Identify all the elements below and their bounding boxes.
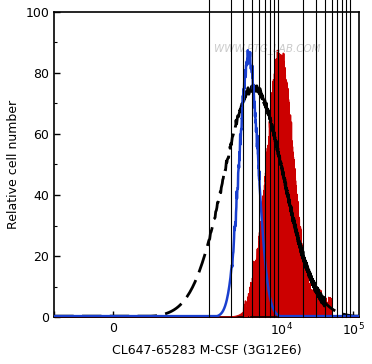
Y-axis label: Relative cell number: Relative cell number [7, 100, 20, 229]
Text: WWW.PTG_LAB.COM: WWW.PTG_LAB.COM [214, 43, 321, 54]
X-axis label: CL647-65283 M-CSF (3G12E6): CL647-65283 M-CSF (3G12E6) [112, 344, 301, 357]
